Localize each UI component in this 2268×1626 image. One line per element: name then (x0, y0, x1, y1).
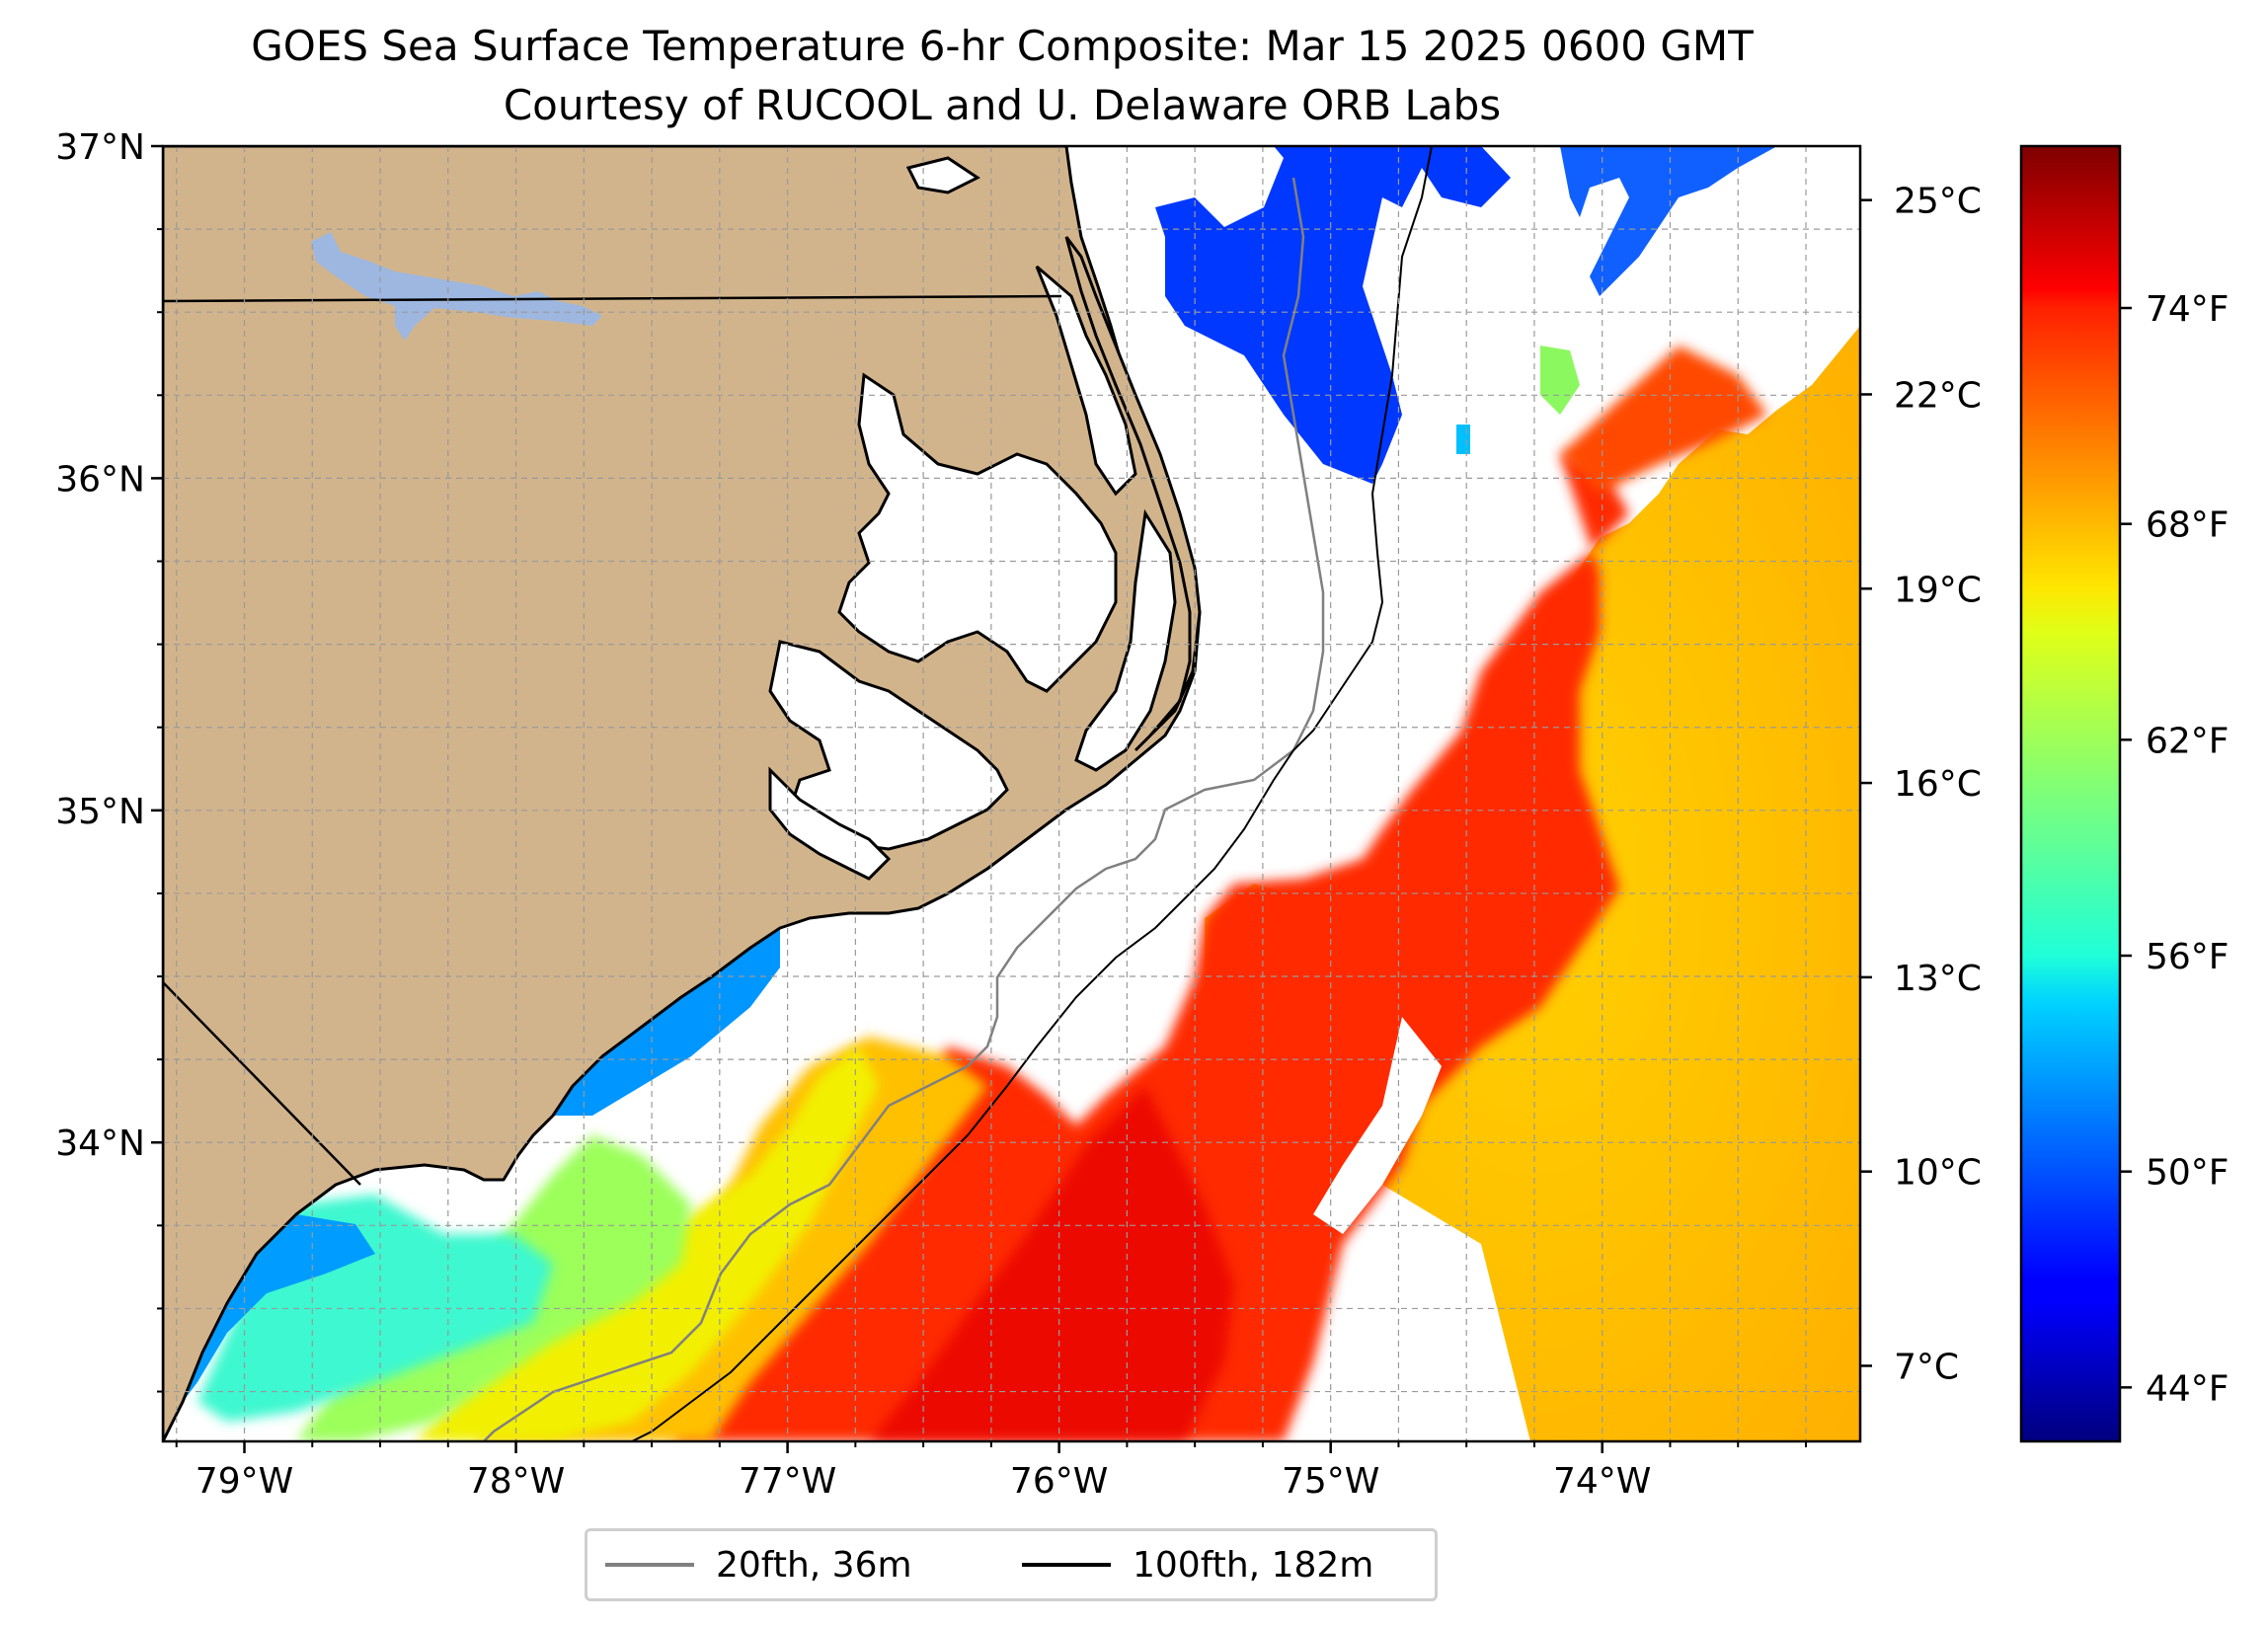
map-area (163, 146, 1860, 1441)
outer-banks (1064, 236, 1202, 752)
legend-item-100fth: 100fth, 182m (1022, 1531, 1373, 1598)
celsius-tick-label: 7°C (1894, 1347, 1959, 1387)
sst-northeast-blue (1560, 146, 1777, 296)
lon-tick-label: 78°W (467, 1461, 565, 1502)
lat-tick-label: 36°N (55, 459, 145, 500)
fahrenheit-tick-label: 62°F (2146, 721, 2229, 761)
longitude-axis: 79°W 78°W 77°W 76°W 75°W 74°W (175, 1441, 1807, 1502)
state-border-nc-sc (163, 981, 361, 1186)
legend-label-20fth: 20fth, 36m (716, 1544, 912, 1586)
sst-north-blue (1155, 146, 1511, 484)
gridlines (163, 146, 1860, 1441)
legend-swatch-20fth (605, 1563, 694, 1567)
celsius-tick-label: 13°C (1894, 959, 1982, 999)
sst-core-red (869, 1086, 1234, 1441)
lon-tick-label: 75°W (1282, 1461, 1379, 1502)
lon-tick-label: 74°W (1553, 1461, 1651, 1502)
sounds (768, 156, 1177, 881)
colorbar (2019, 144, 2122, 1443)
latitude-axis: 37°N 36°N 35°N 34°N (55, 127, 163, 1393)
sst-onslow-blue (553, 928, 780, 1116)
lon-tick-label: 77°W (739, 1461, 836, 1502)
celsius-tick-label: 19°C (1894, 570, 1982, 610)
fahrenheit-tick-label: 56°F (2146, 937, 2229, 977)
legend-swatch-100fth (1022, 1563, 1111, 1567)
celsius-tick-label: 22°C (1894, 375, 1982, 416)
lat-tick-label: 37°N (55, 127, 145, 168)
legend-item-20fth: 20fth, 36m (605, 1531, 912, 1598)
colorbar-celsius-axis: 25°C 22°C 19°C 16°C 13°C 10°C 7°C (1860, 182, 1982, 1387)
celsius-tick-label: 16°C (1894, 764, 1982, 805)
fahrenheit-tick-label: 68°F (2146, 505, 2229, 546)
legend-label-100fth: 100fth, 182m (1133, 1544, 1374, 1586)
celsius-tick-label: 25°C (1894, 182, 1982, 222)
isobath-100fth (631, 146, 1433, 1441)
fahrenheit-tick-label: 50°F (2146, 1153, 2229, 1194)
sst-north-green-patch (1540, 346, 1580, 415)
colorbar-fahrenheit-axis: 74°F 68°F 62°F 56°F 50°F 44°F (2120, 289, 2229, 1409)
legend: 20fth, 36m 100fth, 182m (585, 1528, 1438, 1601)
lat-tick-label: 35°N (55, 792, 145, 832)
lat-tick-label: 34°N (55, 1123, 145, 1164)
chart-subtitle: Courtesy of RUCOOL and U. Delaware ORB L… (503, 81, 1502, 129)
lon-tick-label: 76°W (1010, 1461, 1108, 1502)
fahrenheit-tick-label: 74°F (2146, 289, 2229, 330)
sst-north-eddy (1560, 346, 1767, 494)
sst-gulf-stream (671, 454, 1629, 1441)
chart-title: GOES Sea Surface Temperature 6-hr Compos… (251, 22, 1754, 70)
isobath-20fth (483, 177, 1325, 1441)
sst-cloud-gap (1313, 1017, 1442, 1234)
sst-field (183, 146, 1860, 1441)
lake-kerr (311, 232, 602, 341)
lon-tick-label: 79°W (196, 1461, 293, 1502)
map-frame (161, 144, 1862, 1443)
sst-north-cyan-patch (1456, 425, 1470, 454)
celsius-tick-label: 10°C (1894, 1153, 1982, 1194)
fahrenheit-tick-label: 44°F (2146, 1368, 2229, 1409)
